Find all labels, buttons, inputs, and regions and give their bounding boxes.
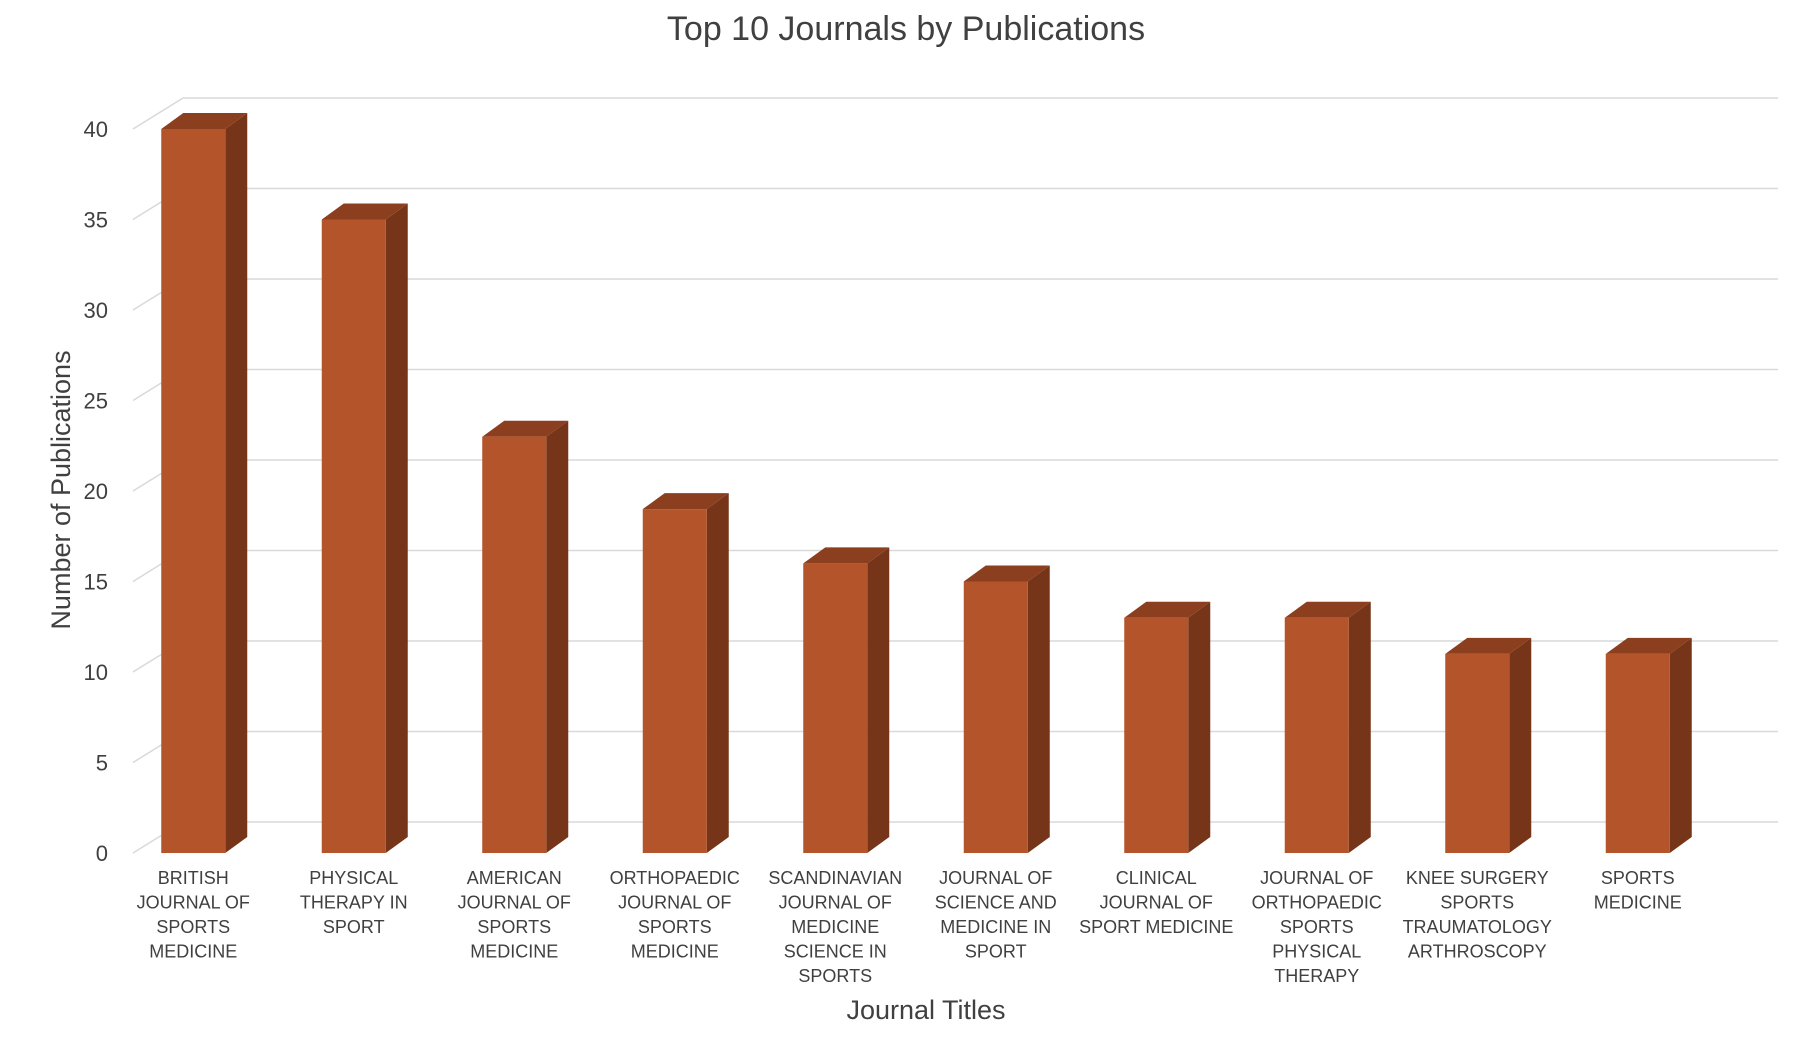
y-tick-label: 10 [84,660,108,685]
x-tick-label: AMERICAN JOURNAL OF SPORTS MEDICINE [458,868,571,962]
x-tick-label: SPORTS MEDICINE [1594,868,1682,913]
x-tick-labels: BRITISH JOURNAL OF SPORTS MEDICINE PHYSICAL T… [137,868,1682,986]
chart-title: Top 10 Journals by Publications [667,10,1145,48]
y-tick-label: 15 [84,570,108,595]
x-tick-label: KNEE SURGERY SPORTS TRAUMATOLOGY ARTHROSCOP… [1403,868,1552,962]
bar [482,420,569,853]
x-tick-label: CLINICAL JOURNAL OF SPORT MEDICINE [1079,868,1233,937]
bars [161,113,1692,853]
bar [321,203,408,853]
y-axis-title: Number of Publications [46,350,76,629]
bar [803,547,890,853]
x-tick-label: BRITISH JOURNAL OF SPORTS MEDICINE [137,868,250,962]
x-tick-label: SCANDINAVIAN JOURNAL OF MEDICINE SCIENCE IN… [768,868,902,986]
bar [1124,601,1211,853]
y-tick-label: 35 [84,208,108,233]
x-tick-label: JOURNAL OF ORTHOPAEDIC SPORTS PHYSICAL THERA… [1252,868,1382,986]
x-tick-label: ORTHOPAEDIC JOURNAL OF SPORTS MEDICINE [610,868,740,962]
y-tick-label: 25 [84,389,108,414]
y-tick-label: 5 [96,751,108,776]
bar [161,113,248,853]
bar [1445,637,1532,853]
y-tick-label: 0 [96,841,108,866]
y-tick-labels: 0 5 10 15 20 25 30 35 40 [84,117,108,866]
bar [1605,637,1692,853]
y-tick-label: 40 [84,117,108,142]
x-tick-label: JOURNAL OF SCIENCE AND MEDICINE IN SPORT [935,868,1057,962]
bar [642,493,729,853]
bar [1284,601,1371,853]
gridline [132,97,1778,130]
bar [963,565,1050,853]
x-tick-label: PHYSICAL THERAPY IN SPORT [300,868,408,937]
y-tick-label: 30 [84,298,108,323]
y-tick-label: 20 [84,479,108,504]
x-axis-title: Journal Titles [846,995,1005,1025]
